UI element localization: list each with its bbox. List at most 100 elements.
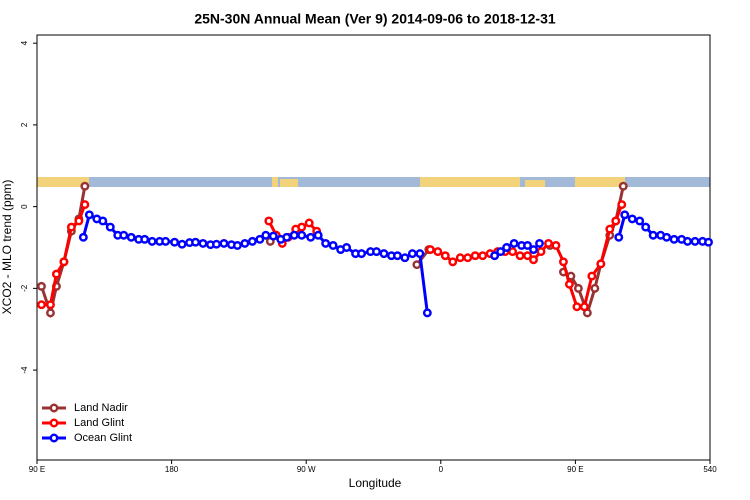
data-point xyxy=(191,237,200,247)
data-point xyxy=(372,247,381,257)
data-point xyxy=(662,232,672,242)
data-point xyxy=(140,234,150,244)
data-point xyxy=(596,259,606,269)
data-point xyxy=(198,238,208,248)
data-point xyxy=(620,210,630,220)
data-point xyxy=(496,247,506,257)
data-point xyxy=(502,243,512,252)
data-point xyxy=(440,251,450,261)
data-point xyxy=(282,232,292,242)
data-point xyxy=(240,238,250,248)
data-point xyxy=(80,200,90,210)
data-point xyxy=(247,236,257,246)
x-tick-label: 90 E xyxy=(567,465,583,474)
data-point xyxy=(59,257,69,267)
data-point xyxy=(478,251,488,261)
data-point xyxy=(170,237,180,247)
data-point xyxy=(508,247,518,257)
data-point xyxy=(177,239,187,249)
data-point xyxy=(683,236,693,246)
data-point xyxy=(455,253,465,263)
data-point xyxy=(529,255,538,265)
data-point xyxy=(161,236,171,246)
data-point xyxy=(46,308,55,318)
data-point xyxy=(448,257,458,267)
data-point xyxy=(587,271,597,281)
data-point xyxy=(392,251,402,261)
data-point xyxy=(515,251,525,261)
data-point xyxy=(490,251,500,261)
data-point xyxy=(304,218,314,228)
data-point xyxy=(313,230,323,240)
legend-label: Land Nadir xyxy=(74,402,128,414)
data-point xyxy=(46,300,55,310)
legend-label: Land Glint xyxy=(74,417,124,429)
data-point xyxy=(641,222,651,232)
data-point xyxy=(573,283,583,293)
y-tick-label: 2 xyxy=(20,122,29,127)
data-point xyxy=(74,216,84,226)
data-point xyxy=(704,237,713,247)
legend-label: Ocean Glint xyxy=(74,432,132,444)
series-line xyxy=(40,185,87,319)
data-point xyxy=(590,283,600,293)
data-point xyxy=(357,249,366,259)
data-point xyxy=(433,247,443,257)
data-point xyxy=(412,260,422,270)
plot-frame xyxy=(36,34,711,461)
y-tick-label: -2 xyxy=(20,284,29,292)
data-point xyxy=(605,224,615,234)
x-tick-label: 0 xyxy=(439,465,444,474)
y-axis-label: XCO2 - MLO trend (ppm) xyxy=(0,180,14,315)
data-point xyxy=(321,238,331,248)
data-point xyxy=(618,181,628,191)
data-point xyxy=(268,231,278,241)
data-point xyxy=(551,241,561,250)
data-point xyxy=(509,238,519,248)
data-point xyxy=(379,249,389,259)
data-point xyxy=(470,251,480,261)
data-point xyxy=(147,236,157,246)
legend-marker xyxy=(49,403,59,413)
data-point xyxy=(572,302,582,312)
x-tick-label: 180 xyxy=(165,465,179,474)
data-point xyxy=(342,243,352,252)
y-tick-label: -4 xyxy=(20,366,29,374)
data-point xyxy=(37,281,46,291)
data-point xyxy=(119,230,129,240)
data-point xyxy=(463,253,473,263)
data-point xyxy=(422,308,432,318)
data-point xyxy=(66,222,76,232)
data-point xyxy=(635,216,645,226)
data-point xyxy=(306,232,316,242)
data-point xyxy=(627,214,637,224)
data-point xyxy=(264,216,274,226)
legend-marker xyxy=(49,433,59,443)
data-point xyxy=(544,238,553,248)
data-point xyxy=(690,236,700,246)
data-point xyxy=(614,232,624,242)
data-point xyxy=(523,241,532,250)
data-point xyxy=(415,249,425,259)
data-point xyxy=(105,222,115,232)
data-point xyxy=(425,245,435,254)
x-tick-label: 90 E xyxy=(29,465,45,474)
data-point xyxy=(529,245,538,254)
x-tick-label: 540 xyxy=(703,465,717,474)
data-point xyxy=(289,230,299,240)
data-point xyxy=(80,181,90,191)
data-point xyxy=(78,232,88,242)
data-point xyxy=(535,238,544,248)
data-point xyxy=(261,230,271,240)
land-mask-strip xyxy=(37,177,710,187)
legend-marker xyxy=(49,418,59,428)
data-point xyxy=(255,234,265,244)
data-point xyxy=(564,279,574,289)
data-point xyxy=(328,241,338,250)
data-point xyxy=(617,200,627,210)
data-point xyxy=(297,230,307,240)
data-point xyxy=(84,210,94,220)
chart-title: 25N-30N Annual Mean (Ver 9) 2014-09-06 t… xyxy=(194,11,556,27)
data-point xyxy=(407,249,417,259)
